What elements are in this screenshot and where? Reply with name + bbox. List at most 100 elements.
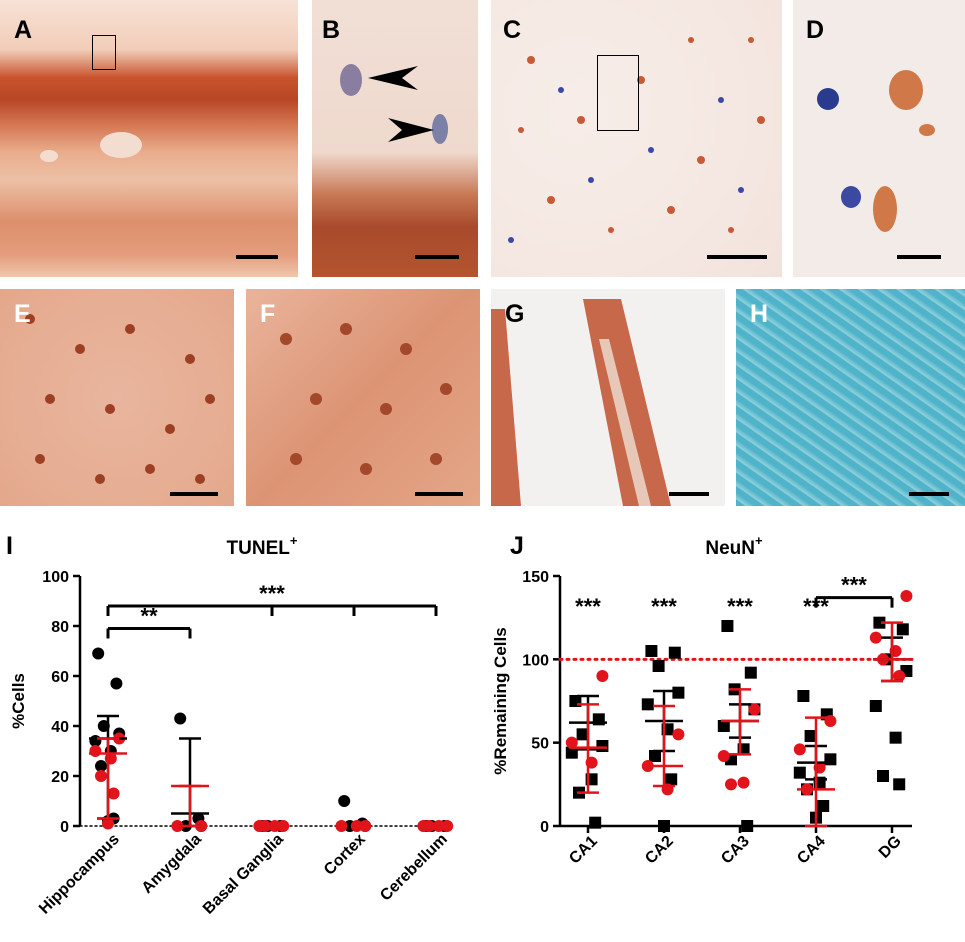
cell-shape	[889, 70, 923, 110]
x-category-label: Hippocampus	[36, 831, 123, 918]
panel-label-c: C	[503, 16, 522, 44]
chart-title-text: TUNEL	[227, 538, 291, 559]
data-point-red	[869, 631, 882, 644]
panel-label-b: B	[322, 16, 341, 44]
scale-bar	[236, 255, 278, 259]
x-category-label: CA2	[642, 833, 677, 868]
data-point-red	[748, 703, 761, 716]
inset-box	[597, 55, 639, 131]
micrograph-panel-a	[0, 0, 298, 277]
significance-label: ***	[841, 573, 867, 598]
x-category-label: Cortex	[321, 831, 369, 879]
data-point-red	[350, 820, 363, 832]
x-category-label: Basal Ganglia	[200, 831, 287, 918]
data-point-black	[92, 647, 105, 660]
data-point-square	[645, 645, 658, 657]
vessel-shape	[100, 132, 142, 158]
x-category-label: Amygdala	[139, 831, 205, 897]
micrograph-panel-e	[0, 289, 234, 506]
y-tick-label: 80	[51, 619, 69, 636]
data-point-red	[107, 787, 120, 800]
data-point-square	[672, 686, 685, 699]
data-point-red	[717, 750, 730, 762]
micrograph-panel-d	[793, 0, 965, 277]
y-tick-label: 40	[51, 719, 69, 736]
data-point-black	[110, 677, 123, 690]
data-point-square	[668, 646, 681, 659]
data-point-square	[896, 623, 909, 636]
data-point-square	[589, 816, 602, 829]
vessel-shape	[40, 150, 58, 162]
data-point-square	[565, 746, 578, 759]
data-point-square	[576, 728, 589, 741]
panel-label-e: E	[14, 300, 31, 328]
inset-box	[92, 35, 116, 70]
micrograph-panel-g	[491, 289, 725, 506]
data-point-square	[873, 616, 886, 629]
data-point-red	[359, 820, 372, 832]
significance-label: ***	[727, 594, 753, 619]
data-point-square	[717, 720, 730, 732]
data-point-red	[737, 776, 750, 789]
y-tick-label: 0	[540, 819, 549, 836]
stain-cells	[508, 37, 765, 243]
micrograph-panel-f	[246, 289, 480, 506]
y-tick-label: 0	[60, 819, 69, 836]
data-point-red	[335, 820, 348, 832]
data-point-black	[95, 760, 107, 772]
y-tick-label: 60	[51, 669, 69, 686]
data-point-red	[565, 736, 578, 749]
data-point-square	[665, 773, 678, 786]
scale-bar	[170, 492, 218, 496]
chart-title-text: NeuN	[705, 538, 755, 559]
panel-label-d: D	[806, 16, 825, 44]
data-point-square	[797, 690, 810, 702]
data-point-red	[432, 820, 445, 832]
data-point-red	[824, 715, 837, 727]
significance-label: **	[140, 604, 158, 629]
data-point-square	[893, 778, 906, 791]
chart-title-superscript: +	[755, 533, 763, 548]
data-point-square	[652, 660, 665, 672]
x-category-label: CA1	[566, 833, 601, 868]
data-point-square	[741, 820, 754, 832]
data-point-square	[744, 666, 757, 679]
y-tick-label: 150	[522, 569, 549, 586]
data-point-red	[725, 778, 737, 791]
y-tick-label: 100	[42, 569, 69, 586]
panel-label-h: H	[750, 300, 769, 328]
significance-label: ***	[651, 594, 677, 619]
scale-bar	[415, 255, 459, 259]
data-point-square	[877, 770, 889, 782]
chart-title: NeuN+	[705, 533, 763, 559]
cell-shape	[841, 186, 861, 208]
data-point-red	[102, 817, 114, 830]
data-point-red	[596, 670, 609, 682]
data-point-red	[171, 820, 184, 832]
significance-label: ***	[575, 594, 601, 619]
y-tick-label: 50	[531, 736, 549, 753]
neuron-shape	[340, 64, 362, 96]
scale-bar	[909, 492, 949, 496]
neuron-shape	[432, 114, 448, 144]
data-point-red	[423, 820, 435, 832]
data-point-square	[817, 800, 830, 812]
data-point-black	[338, 795, 351, 807]
data-point-red	[793, 743, 806, 756]
data-point-red	[900, 590, 913, 602]
stain-cells	[280, 323, 452, 475]
cell-shape	[873, 186, 897, 232]
cerebellar-folia	[491, 299, 671, 506]
panel-label-g: G	[505, 300, 525, 328]
data-point-square	[793, 766, 806, 779]
y-axis-label: %Cells	[9, 673, 28, 729]
data-point-square	[658, 820, 670, 832]
chart-title: TUNEL+	[227, 533, 298, 559]
data-point-red	[268, 820, 281, 832]
x-category-label: CA3	[718, 833, 753, 868]
x-category-label: Cerebellum	[377, 831, 451, 905]
micrograph-panel-b	[312, 0, 478, 277]
data-point-square	[804, 730, 817, 742]
data-point-red	[277, 820, 290, 832]
